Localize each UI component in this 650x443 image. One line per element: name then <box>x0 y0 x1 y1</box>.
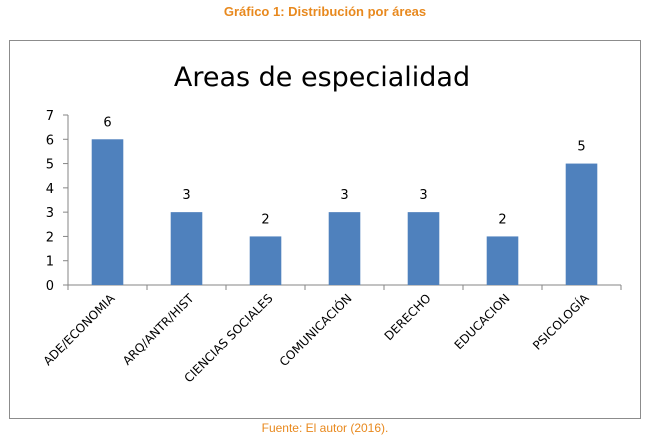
x-tick-label: EDUCACION <box>452 291 513 352</box>
bar <box>328 212 361 285</box>
data-label: 3 <box>340 188 348 203</box>
y-tick-label: 5 <box>46 158 54 173</box>
data-label: 3 <box>419 188 427 203</box>
data-label: 2 <box>498 212 506 227</box>
x-tick-label: COMUNICACIÓN <box>276 291 355 370</box>
data-label: 5 <box>577 140 585 155</box>
x-tick-label: ARQ/ANTR/HIST <box>120 291 197 368</box>
bar <box>565 163 598 285</box>
y-tick-label: 3 <box>46 206 54 221</box>
x-tick-label: PSICOLOGÍA <box>529 290 592 353</box>
x-tick-label: CIENCIAS SOCIALES <box>181 291 275 385</box>
y-tick-label: 6 <box>46 133 54 148</box>
data-label: 2 <box>261 212 269 227</box>
bar <box>170 212 203 285</box>
chart-title: Areas de especialidad <box>174 62 470 93</box>
source-caption: Fuente: El autor (2016). <box>261 421 389 435</box>
data-label: 6 <box>103 115 111 130</box>
y-tick-label: 2 <box>46 230 54 245</box>
y-tick-label: 0 <box>46 279 54 294</box>
x-tick-label: ADE/ECONOMIA <box>41 291 119 369</box>
figure-caption: Gráfico 1: Distribución por áreas <box>223 4 427 19</box>
chart-bars <box>91 139 598 285</box>
y-tick-label: 7 <box>46 109 54 124</box>
y-tick-label: 1 <box>46 255 54 270</box>
y-tick-label: 4 <box>46 182 54 197</box>
bar <box>91 139 124 285</box>
bar <box>486 236 519 285</box>
bar <box>407 212 440 285</box>
data-label: 3 <box>182 188 190 203</box>
x-tick-label: DERECHO <box>382 291 434 343</box>
bar <box>249 236 282 285</box>
